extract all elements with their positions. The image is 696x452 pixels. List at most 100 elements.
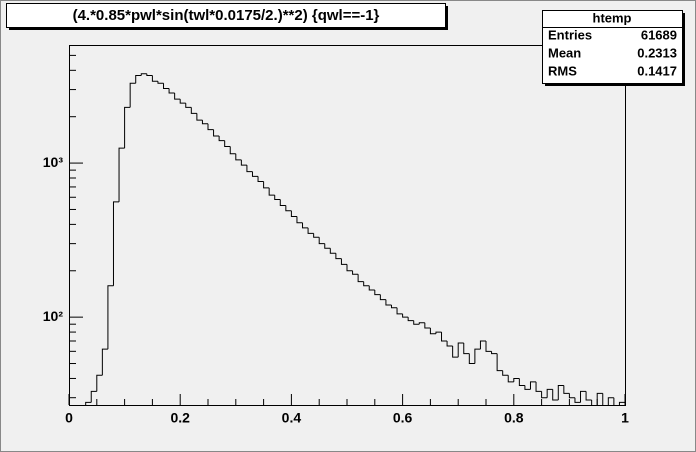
histogram-bin: [257, 176, 264, 182]
histogram-bin: [240, 159, 247, 166]
histogram-bin: [168, 88, 175, 94]
stats-label: Entries: [548, 27, 592, 42]
histogram-bin: [218, 135, 225, 142]
histogram-bin: [151, 75, 158, 82]
histogram-bin: [112, 201, 120, 286]
histogram-bin: [124, 106, 131, 149]
histogram-bin: [563, 385, 570, 394]
histogram-bin: [296, 216, 303, 224]
histogram-bin: [368, 285, 375, 291]
histogram-bin: [146, 73, 153, 77]
histogram-bin: [179, 99, 186, 104]
histogram-bin: [385, 299, 392, 306]
histogram-bin: [101, 348, 108, 376]
stats-label: RMS: [548, 63, 577, 78]
histogram-bin: [140, 73, 147, 76]
histogram-bin: [424, 322, 431, 329]
histogram-bin: [580, 390, 587, 403]
histogram-bin: [363, 281, 370, 287]
y-tick-label: 10²: [43, 308, 64, 324]
histogram-bin: [324, 243, 331, 249]
histogram-bin: [546, 388, 553, 398]
histogram-bin: [541, 391, 548, 399]
histogram-bin: [513, 377, 520, 382]
histogram-bin: [129, 82, 136, 108]
histogram-bin: [468, 353, 475, 365]
histogram-bin: [463, 342, 470, 355]
histogram-bin: [452, 345, 459, 358]
histogram-bin: [329, 248, 336, 254]
histogram-bin: [435, 331, 442, 334]
histogram-bin: [229, 146, 236, 155]
histogram-bin: [318, 237, 325, 245]
histogram-bin: [302, 222, 309, 229]
histogram-bin: [585, 391, 592, 401]
histogram: [85, 73, 625, 405]
histogram-bin: [491, 351, 498, 355]
x-tick-label: 0.8: [504, 410, 524, 426]
histogram-bin: [185, 103, 192, 108]
histogram-bin: [507, 375, 514, 383]
histogram-bin: [485, 341, 492, 352]
stats-label: Mean: [548, 45, 581, 60]
histogram-bin: [524, 385, 531, 390]
histogram-bin: [235, 153, 242, 161]
histogram-bin: [407, 317, 414, 322]
histogram-bin: [274, 195, 281, 201]
histogram-bin: [568, 393, 575, 399]
histogram-bin: [346, 264, 353, 272]
histogram-bin: [246, 165, 253, 173]
histogram-bin: [474, 348, 481, 364]
histogram-bin: [96, 374, 103, 392]
histogram-bin: [279, 199, 286, 207]
histogram-bin: [290, 210, 297, 218]
histogram-bin: [340, 258, 347, 265]
histogram-bin: [90, 390, 97, 403]
histogram-bin: [379, 294, 386, 301]
chart-title: (4.*0.85*pwl*sin(twl*0.0175/2.)**2) {qwl…: [73, 7, 380, 24]
histogram-bin: [285, 205, 292, 212]
histogram-bin: [201, 120, 208, 125]
histogram-bin: [518, 378, 525, 387]
x-tick-label: 0.2: [170, 410, 190, 426]
histogram-bin: [602, 393, 604, 405]
title-box: [6, 3, 446, 28]
histogram-bin: [85, 401, 92, 405]
histogram-bin: [535, 381, 542, 392]
histogram-bin: [268, 187, 275, 196]
histogram-bin: [496, 353, 503, 372]
histogram-bin: [190, 107, 197, 114]
histogram-bin: [502, 370, 509, 376]
y-tick-label: 10³: [43, 154, 64, 170]
x-tick-label: 0.6: [393, 410, 413, 426]
histogram-bin: [157, 81, 164, 84]
histogram-bin: [263, 181, 270, 189]
histogram-bin: [390, 304, 398, 309]
histogram-bin: [457, 342, 464, 358]
histogram-bin: [413, 320, 420, 325]
histogram-bin: [357, 274, 364, 283]
x-tick-label: 1: [621, 410, 629, 426]
histogram-bin: [196, 113, 203, 121]
histogram-bin: [307, 227, 314, 234]
frame: [69, 45, 626, 406]
stats-value: 0.2313: [637, 45, 677, 60]
stats-value: 61689: [641, 27, 677, 42]
histogram-bin: [224, 140, 231, 148]
stats-frame: [542, 10, 683, 84]
histogram-bin: [213, 129, 220, 137]
x-tick-label: 0: [65, 410, 73, 426]
histogram-bin: [396, 307, 403, 315]
histogram-bin: [174, 93, 181, 100]
histogram-bin: [251, 171, 259, 177]
histogram-bin: [429, 328, 436, 335]
histogram-bin: [313, 233, 320, 238]
histogram-bin: [479, 340, 486, 350]
histogram-bin: [618, 401, 625, 405]
stats-title: htemp: [593, 10, 632, 25]
histogram-bin: [163, 83, 170, 89]
histogram-bin: [352, 270, 359, 275]
histogram-bin: [402, 313, 409, 318]
histogram-bin: [446, 341, 453, 347]
